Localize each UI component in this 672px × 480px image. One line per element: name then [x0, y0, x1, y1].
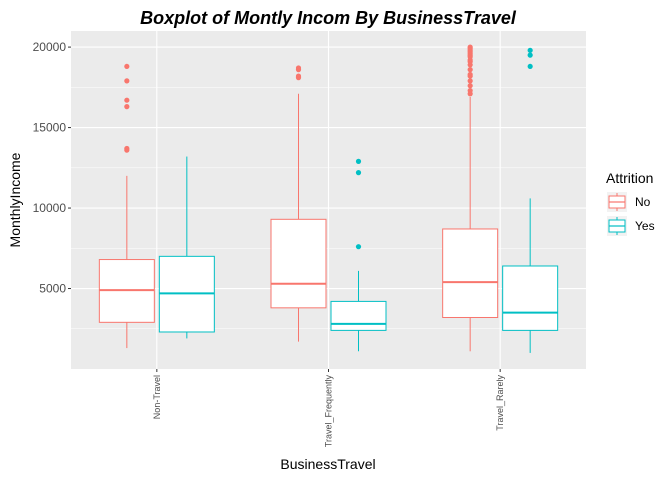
- box-yes: [502, 47, 559, 353]
- legend-label: No: [635, 195, 651, 209]
- outlier-point: [467, 87, 473, 94]
- grid-lines: [71, 31, 586, 369]
- box-no: [98, 63, 155, 349]
- legend-title: Attrition: [606, 170, 653, 186]
- legend-label: Yes: [635, 219, 655, 233]
- outlier-point: [527, 52, 533, 58]
- box-yes: [158, 156, 215, 339]
- outlier-point: [124, 78, 130, 84]
- outlier-point: [355, 170, 362, 176]
- x-axis-title: BusinessTravel: [280, 456, 375, 472]
- outlier-point: [295, 73, 302, 79]
- outlier-point: [467, 71, 473, 78]
- outlier-point: [467, 83, 473, 89]
- outlier-point: [527, 47, 533, 53]
- y-tick-label: 10000: [33, 201, 67, 215]
- x-tick-label: Non-Travel: [152, 375, 162, 419]
- outlier-point: [124, 97, 130, 103]
- legend: Attrition No Yes: [606, 170, 655, 236]
- y-axis: 5000 10000 15000 20000: [33, 40, 71, 296]
- outlier-point: [124, 145, 130, 152]
- box-iqr: [502, 265, 559, 331]
- chart-title: Boxplot of Montly Incom By BusinessTrave…: [140, 8, 517, 28]
- outlier-point: [355, 244, 362, 250]
- y-tick-label: 5000: [39, 282, 66, 296]
- outlier-point: [467, 78, 473, 84]
- legend-key-no: [607, 192, 627, 212]
- y-tick-label: 15000: [33, 121, 67, 135]
- box-yes: [330, 158, 387, 352]
- box-no: [270, 65, 327, 342]
- y-tick-label: 20000: [33, 40, 67, 54]
- box-iqr: [330, 300, 387, 331]
- box-group: [98, 44, 559, 353]
- x-tick-label: Travel_Rarely: [495, 375, 505, 431]
- x-tick-label: Travel_Frequently: [324, 375, 334, 448]
- outlier-point: [124, 63, 130, 70]
- outlier-point: [124, 104, 130, 110]
- legend-key-yes: [607, 216, 627, 236]
- box-iqr: [270, 218, 327, 309]
- box-iqr: [442, 228, 499, 318]
- outlier-point: [467, 67, 473, 73]
- box-no: [442, 44, 499, 352]
- outlier-point: [295, 65, 302, 71]
- y-axis-title: MonthlyIncome: [7, 152, 23, 247]
- outlier-point: [467, 44, 473, 50]
- outlier-point: [355, 158, 362, 164]
- x-axis: Non-Travel Travel_Frequently Travel_Rarely: [152, 369, 505, 447]
- outlier-point: [527, 63, 533, 70]
